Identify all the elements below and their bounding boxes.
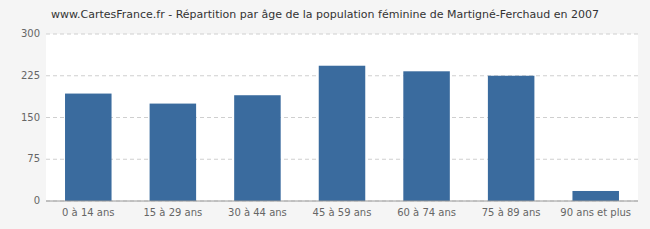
chart-svg: 0 75 150 225 300 0 à 14 ans 15 à 29 ans 30 à 44… <box>0 0 650 229</box>
y-tick-label: 300 <box>21 28 40 39</box>
x-tick-label: 30 à 44 ans <box>228 207 287 218</box>
y-tick-label: 75 <box>27 153 40 164</box>
y-tick-label: 225 <box>21 70 40 81</box>
y-axis: 0 75 150 225 300 <box>21 28 40 206</box>
bar <box>234 95 281 201</box>
x-tick-label: 90 ans et plus <box>560 207 631 218</box>
page: {"chart_data": {"type": "bar", "title": … <box>0 0 650 229</box>
bar <box>150 104 197 201</box>
bar <box>572 191 619 201</box>
bars <box>65 66 619 201</box>
x-axis-line <box>46 201 638 202</box>
bar <box>319 66 366 201</box>
chart-container: 0 75 150 225 300 0 à 14 ans 15 à 29 ans 30 à 44… <box>0 0 650 229</box>
x-tick-label: 75 à 89 ans <box>482 207 541 218</box>
bar <box>65 94 112 201</box>
bar <box>488 76 535 201</box>
x-axis: 0 à 14 ans 15 à 29 ans 30 à 44 ans 45 à 59 … <box>62 207 631 218</box>
x-tick-label: 0 à 14 ans <box>62 207 114 218</box>
y-tick-label: 150 <box>21 112 40 123</box>
x-tick-label: 15 à 29 ans <box>143 207 202 218</box>
grid <box>46 34 638 201</box>
grid-line <box>46 201 638 202</box>
plot-background <box>46 34 638 201</box>
background <box>0 0 650 229</box>
bar <box>403 71 450 201</box>
x-tick-label: 60 à 74 ans <box>397 207 456 218</box>
x-tick-label: 45 à 59 ans <box>313 207 372 218</box>
y-tick-label: 0 <box>34 195 40 206</box>
grid-line <box>46 34 638 35</box>
title: www.CartesFrance.fr - Répartition par âg… <box>51 8 599 21</box>
